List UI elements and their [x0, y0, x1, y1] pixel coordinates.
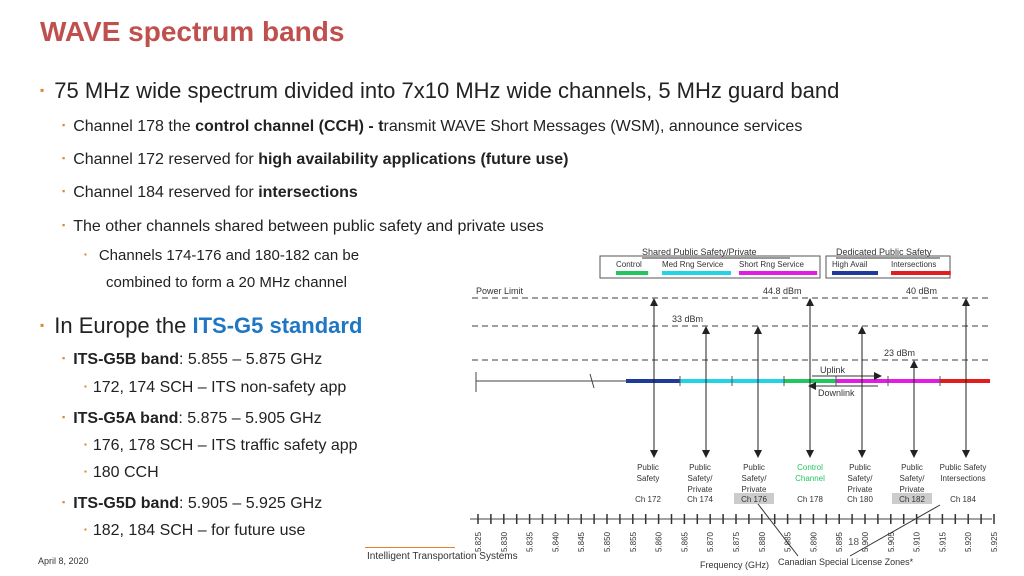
frequency-tick-label: 5.900 [861, 531, 870, 552]
frequency-tick-label: 5.880 [758, 531, 767, 552]
bullet-ch172: ▪ Channel 172 reserved for high availabil… [62, 151, 569, 168]
frequency-tick-label: 5.885 [784, 531, 793, 552]
bullet-g5b-sch: ▪ 172, 174 SCH – ITS non-safety app [84, 379, 347, 396]
bullet-marker: ▪ [40, 83, 45, 97]
channel-label-line: Private [742, 485, 767, 494]
bullet-g5a: ▪ ITS-G5A band: 5.875 – 5.905 GHz [62, 410, 322, 427]
channel-number-label: Ch 176 [741, 495, 767, 504]
frequency-tick-label: 5.845 [577, 531, 586, 552]
channel-label-line: Private [688, 485, 713, 494]
frequency-tick-label: 5.895 [835, 531, 844, 552]
frequency-tick-label: 5.890 [809, 531, 818, 552]
channel-number-label: Ch 182 [899, 495, 925, 504]
frequency-tick-label: 5.840 [551, 531, 560, 552]
channel-label-line: Safety/ [900, 474, 926, 483]
bullet-europe: ▪ In Europe the ITS-G5 standard [40, 313, 363, 338]
page-number: 18 [848, 537, 860, 548]
channel-label-line: Public [743, 463, 765, 472]
frequency-tick-label: 5.835 [526, 531, 535, 552]
bullet-ch184: ▪ Channel 184 reserved for intersections [62, 184, 358, 201]
frequency-tick-label: 5.855 [629, 531, 638, 552]
power-limit-label: Power Limit [476, 286, 524, 296]
slide-title: WAVE spectrum bands [40, 16, 345, 47]
bullet-g5b: ▪ ITS-G5B band: 5.855 – 5.875 GHz [62, 351, 323, 368]
canadian-zones-label: Canadian Special License Zones* [778, 557, 914, 567]
channel-number-label: Ch 172 [635, 495, 661, 504]
canadian-zone-highlight [892, 493, 932, 504]
bullet-spectrum: ▪ 75 MHz wide spectrum divided into 7x10 … [40, 78, 840, 103]
channel-label-line: Intersections [940, 474, 985, 483]
downlink-label: Downlink [818, 388, 855, 398]
dbm-40-label: 40 dBm [906, 286, 937, 296]
dbm-23-label: 23 dBm [884, 348, 915, 358]
channel-label-line: Control [797, 463, 823, 472]
frequency-tick-label: 5.915 [938, 531, 947, 552]
uplink-label: Uplink [820, 365, 846, 375]
channel-label-line: Safety/ [742, 474, 768, 483]
channel-number-label: Ch 180 [847, 495, 873, 504]
canadian-zone-highlight [734, 493, 774, 504]
channel-label-line: Channel [795, 474, 825, 483]
bullet-combined-channels: ▪ Channels 174-176 and 180-182 can be [84, 247, 360, 264]
frequency-tick-label: 5.830 [500, 531, 509, 552]
legend-item-label: Intersections [891, 260, 936, 269]
bullet-combined-channels-line2: combined to form a 20 MHz channel [106, 274, 347, 291]
channel-label-line: Public [637, 463, 659, 472]
dbm-44-8-label: 44.8 dBm [763, 286, 802, 296]
bullet-ch178: ▪ Channel 178 the control channel (CCH) -… [62, 118, 803, 135]
frequency-tick-label: 5.850 [603, 531, 612, 552]
channel-label-line: Public [901, 463, 923, 472]
frequency-tick-label: 5.825 [474, 531, 483, 552]
frequency-tick-label: 5.875 [732, 531, 741, 552]
channel-label-line: Public [849, 463, 871, 472]
legend-shared-box [599, 255, 821, 279]
bullet-other-channels: ▪ The other channels shared between publi… [62, 218, 544, 235]
legend-dedicated-box [825, 255, 951, 279]
channel-number-label: Ch 174 [687, 495, 713, 504]
frequency-tick-label: 5.860 [655, 531, 664, 552]
bullet-g5d: ▪ ITS-G5D band: 5.905 – 5.925 GHz [62, 495, 323, 512]
channel-number-label: Ch 178 [797, 495, 823, 504]
frequency-tick-label: 5.910 [913, 531, 922, 552]
legend-item-label: Control [616, 260, 642, 269]
channel-label-line: Private [900, 485, 925, 494]
channel-label-line: Safety [637, 474, 660, 483]
footer-course: Intelligent Transportation Systems [367, 551, 518, 562]
footer-date: April 8, 2020 [38, 556, 89, 566]
bullet-g5d-sch: ▪ 182, 184 SCH – for future use [84, 522, 306, 539]
legend-shared-title: Shared Public Safety/Private [642, 247, 757, 257]
channel-label-line: Safety/ [688, 474, 714, 483]
legend-item-label: High Avail [832, 260, 868, 269]
frequency-tick-label: 5.920 [964, 531, 973, 552]
footer-divider [365, 547, 455, 548]
legend-dedicated-title: Dedicated Public Safety [836, 247, 932, 257]
dbm-33-label: 33 dBm [672, 314, 703, 324]
frequency-tick-label: 5.865 [680, 531, 689, 552]
channel-label-line: Public Safety [940, 463, 987, 472]
frequency-tick-label: 5.870 [706, 531, 715, 552]
frequency-tick-label: 5.925 [990, 531, 999, 552]
legend-item-label: Short Rng Service [739, 260, 804, 269]
channel-label-line: Public [689, 463, 711, 472]
channel-number-label: Ch 184 [950, 495, 976, 504]
channel-label-line: Safety/ [848, 474, 874, 483]
channel-label-line: Private [848, 485, 873, 494]
legend-item-label: Med Rng Service [662, 260, 724, 269]
bullet-g5a-cch: ▪ 180 CCH [84, 464, 159, 481]
bullet-g5a-sch: ▪ 176, 178 SCH – ITS traffic safety app [84, 437, 358, 454]
frequency-tick-label: 5.905 [887, 531, 896, 552]
frequency-axis-label: Frequency (GHz) [700, 560, 769, 570]
